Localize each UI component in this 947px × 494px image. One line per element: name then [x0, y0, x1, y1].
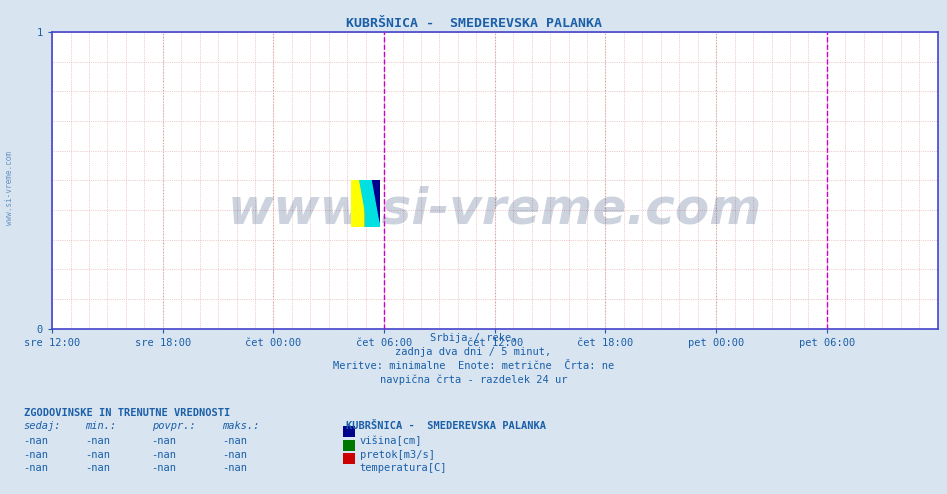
Polygon shape [366, 180, 380, 227]
Text: Meritve: minimalne  Enote: metrične  Črta: ne: Meritve: minimalne Enote: metrične Črta:… [333, 361, 614, 371]
Text: min.:: min.: [85, 421, 116, 431]
Polygon shape [360, 180, 380, 227]
Text: -nan: -nan [85, 450, 110, 459]
Text: povpr.:: povpr.: [152, 421, 195, 431]
Text: sedaj:: sedaj: [24, 421, 62, 431]
Text: KUBRŠNICA -  SMEDEREVSKA PALANKA: KUBRŠNICA - SMEDEREVSKA PALANKA [346, 17, 601, 30]
Text: -nan: -nan [152, 436, 176, 446]
Text: -nan: -nan [223, 450, 247, 459]
Text: KUBRŠNICA -  SMEDEREVSKA PALANKA: KUBRŠNICA - SMEDEREVSKA PALANKA [346, 421, 545, 431]
Bar [351, 180, 366, 227]
Text: ZGODOVINSKE IN TRENUTNE VREDNOSTI: ZGODOVINSKE IN TRENUTNE VREDNOSTI [24, 408, 230, 417]
Text: -nan: -nan [24, 436, 48, 446]
Text: -nan: -nan [223, 463, 247, 473]
Text: pretok[m3/s]: pretok[m3/s] [360, 450, 435, 459]
Text: -nan: -nan [152, 463, 176, 473]
Text: -nan: -nan [24, 463, 48, 473]
Text: www.si-vreme.com: www.si-vreme.com [227, 186, 762, 234]
Text: -nan: -nan [223, 436, 247, 446]
Text: Srbija / reke,: Srbija / reke, [430, 333, 517, 343]
Text: navpična črta - razdelek 24 ur: navpična črta - razdelek 24 ur [380, 375, 567, 385]
Text: maks.:: maks.: [223, 421, 260, 431]
Text: -nan: -nan [85, 463, 110, 473]
Text: www.si-vreme.com: www.si-vreme.com [5, 151, 14, 225]
Text: -nan: -nan [85, 436, 110, 446]
Text: višina[cm]: višina[cm] [360, 436, 422, 446]
Text: zadnja dva dni / 5 minut,: zadnja dva dni / 5 minut, [396, 347, 551, 357]
Text: temperatura[C]: temperatura[C] [360, 463, 447, 473]
Bar [366, 180, 380, 227]
Text: -nan: -nan [24, 450, 48, 459]
Text: -nan: -nan [152, 450, 176, 459]
